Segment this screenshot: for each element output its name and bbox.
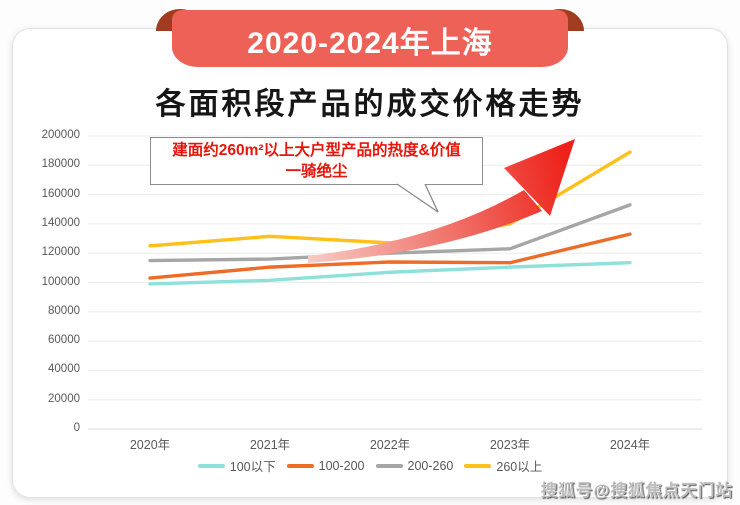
legend-label: 100-200 xyxy=(318,458,365,473)
chart-legend: 100以下 100-200 200-260 260以上 xyxy=(0,456,740,475)
y-axis-label: 0 xyxy=(73,422,80,434)
y-axis-label: 200000 xyxy=(41,129,80,141)
y-axis-label: 180000 xyxy=(41,158,80,171)
legend-label: 200-260 xyxy=(407,458,454,473)
x-axis-label: 2021年 xyxy=(249,438,291,452)
legend-swatch xyxy=(464,463,492,468)
y-axis-label: 40000 xyxy=(48,363,80,376)
y-axis-label: 100000 xyxy=(41,275,80,288)
legend-item: 200-260 xyxy=(375,458,454,473)
legend-item: 100以下 xyxy=(197,456,276,475)
legend-swatch xyxy=(375,463,403,468)
legend-swatch xyxy=(197,463,225,468)
y-axis-label: 20000 xyxy=(48,392,80,405)
banner-label: 2020-2024年上海 xyxy=(247,27,493,60)
page-title: 各面积段产品的成交价格走势 xyxy=(155,88,585,121)
y-axis-label: 120000 xyxy=(41,246,80,259)
y-axis-label: 160000 xyxy=(41,187,80,200)
legend-label: 260以上 xyxy=(496,460,543,474)
y-axis-label: 60000 xyxy=(48,334,80,347)
x-axis-label: 2022年 xyxy=(369,438,411,452)
x-axis-label: 2024年 xyxy=(609,438,651,452)
legend-swatch xyxy=(286,463,314,468)
legend-label: 100以下 xyxy=(229,460,276,474)
x-axis-label: 2023年 xyxy=(489,438,531,452)
y-axis-label: 80000 xyxy=(48,304,80,317)
y-axis-label: 140000 xyxy=(41,216,80,229)
annotation-text-line2: 一骑绝尘 xyxy=(285,163,348,180)
watermark: 搜狐号@搜狐焦点天门站 xyxy=(540,482,733,500)
annotation-text-line1: 建面约260m²以上大户型产品的热度&价值 xyxy=(172,142,461,159)
legend-item: 260以上 xyxy=(464,456,542,475)
x-axis-label: 2020年 xyxy=(129,438,171,452)
series-line xyxy=(148,261,632,286)
legend-item: 100-200 xyxy=(286,458,365,473)
annotation-callout: 建面约260m²以上大户型产品的热度&价值 一骑绝尘 xyxy=(150,137,483,185)
banner-ribbon: 2020-2024年上海 xyxy=(172,10,568,67)
